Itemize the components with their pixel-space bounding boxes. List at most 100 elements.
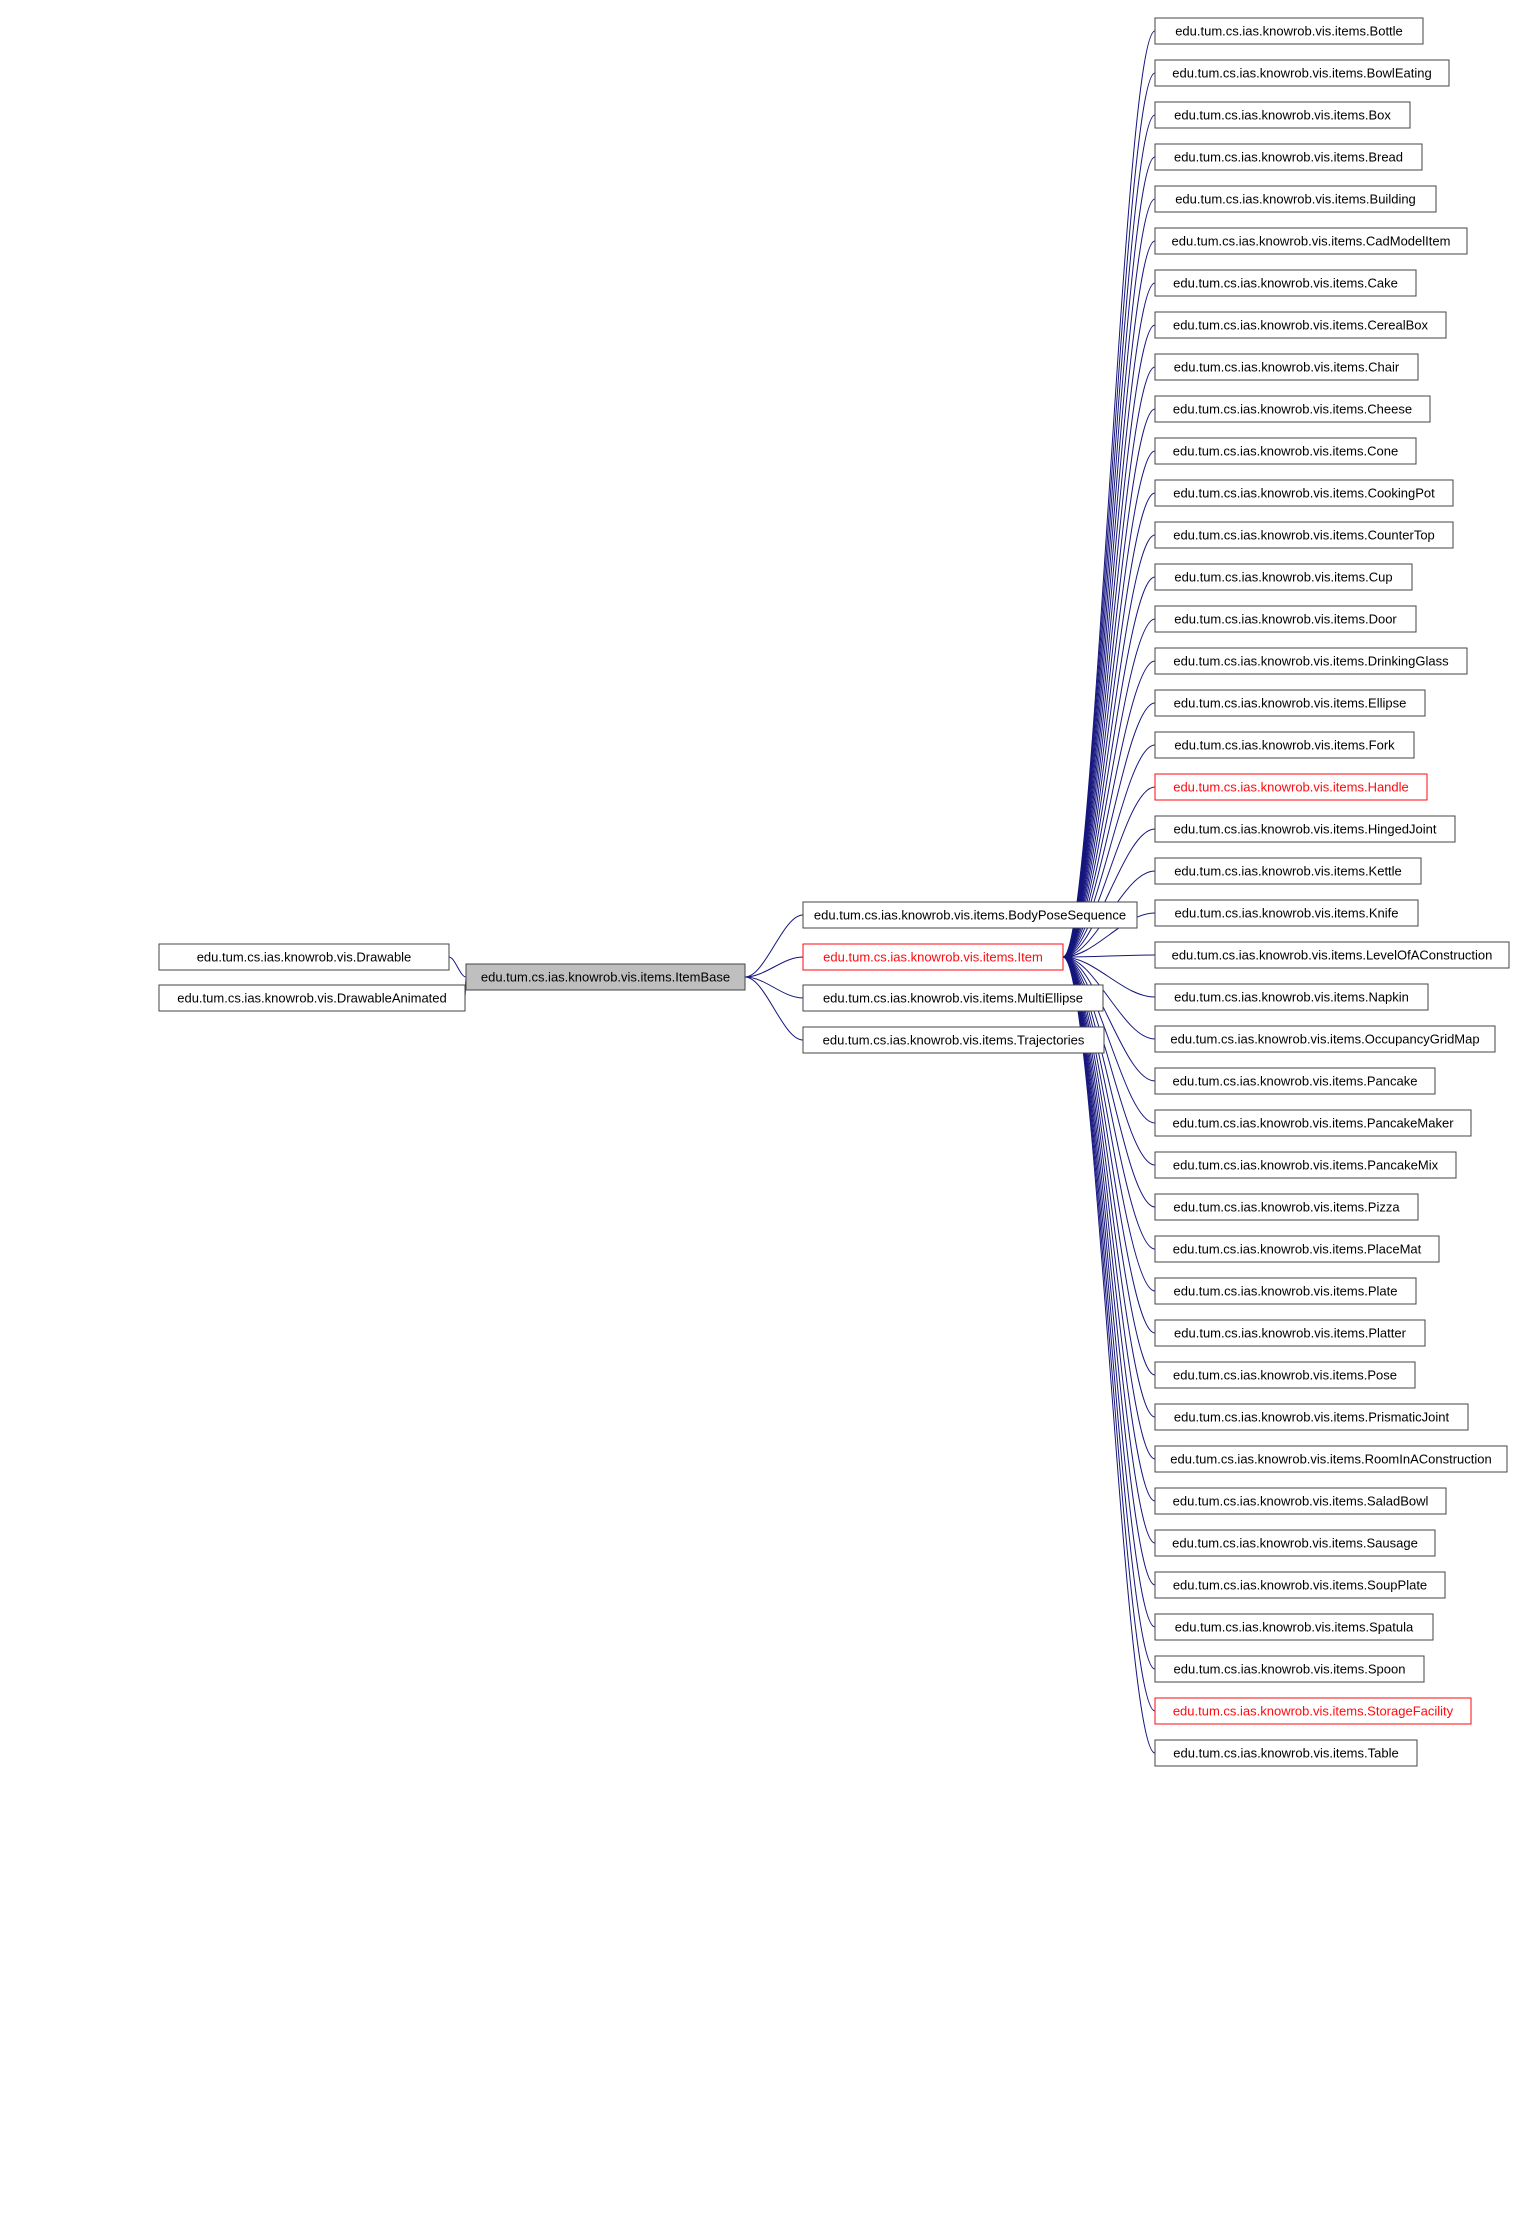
class-node[interactable]: edu.tum.cs.ias.knowrob.vis.items.Storage… (1155, 1698, 1471, 1724)
class-node[interactable]: edu.tum.cs.ias.knowrob.vis.items.MultiEl… (803, 985, 1103, 1011)
class-node[interactable]: edu.tum.cs.ias.knowrob.vis.items.Cup (1155, 564, 1412, 590)
class-node[interactable]: edu.tum.cs.ias.knowrob.vis.items.Kettle (1155, 858, 1421, 884)
class-node-label: edu.tum.cs.ias.knowrob.vis.items.Bread (1174, 149, 1403, 164)
class-node[interactable]: edu.tum.cs.ias.knowrob.vis.items.ItemBas… (466, 964, 745, 990)
class-node-label: edu.tum.cs.ias.knowrob.vis.items.Pancake (1173, 1073, 1418, 1088)
class-node[interactable]: edu.tum.cs.ias.knowrob.vis.Drawable (159, 944, 449, 970)
class-node-label: edu.tum.cs.ias.knowrob.vis.items.Buildin… (1175, 191, 1416, 206)
class-node[interactable]: edu.tum.cs.ias.knowrob.vis.items.Cake (1155, 270, 1416, 296)
class-node[interactable]: edu.tum.cs.ias.knowrob.vis.items.Box (1155, 102, 1410, 128)
class-node-label: edu.tum.cs.ias.knowrob.vis.items.Counter… (1173, 527, 1435, 542)
class-node-label: edu.tum.cs.ias.knowrob.vis.items.CerealB… (1173, 317, 1429, 332)
class-node[interactable]: edu.tum.cs.ias.knowrob.vis.items.BodyPos… (803, 902, 1137, 928)
class-node-label: edu.tum.cs.ias.knowrob.vis.items.Plate (1174, 1283, 1398, 1298)
class-node[interactable]: edu.tum.cs.ias.knowrob.vis.items.Pancake… (1155, 1110, 1471, 1136)
class-node-label: edu.tum.cs.ias.knowrob.vis.items.Pancake… (1172, 1115, 1454, 1130)
class-node[interactable]: edu.tum.cs.ias.knowrob.vis.items.Door (1155, 606, 1416, 632)
class-node[interactable]: edu.tum.cs.ias.knowrob.vis.items.Traject… (803, 1027, 1104, 1053)
class-node[interactable]: edu.tum.cs.ias.knowrob.vis.items.Occupan… (1155, 1026, 1495, 1052)
class-node-label: edu.tum.cs.ias.knowrob.vis.items.SaladBo… (1173, 1493, 1429, 1508)
class-node-label: edu.tum.cs.ias.knowrob.vis.items.Handle (1173, 779, 1409, 794)
class-node[interactable]: edu.tum.cs.ias.knowrob.vis.items.Napkin (1155, 984, 1428, 1010)
class-node[interactable]: edu.tum.cs.ias.knowrob.vis.items.Bread (1155, 144, 1422, 170)
class-node[interactable]: edu.tum.cs.ias.knowrob.vis.items.Prismat… (1155, 1404, 1468, 1430)
inheritance-edge (1063, 283, 1155, 957)
class-node[interactable]: edu.tum.cs.ias.knowrob.vis.items.BowlEat… (1155, 60, 1449, 86)
class-node[interactable]: edu.tum.cs.ias.knowrob.vis.items.SaladBo… (1155, 1488, 1446, 1514)
class-node[interactable]: edu.tum.cs.ias.knowrob.vis.items.Cooking… (1155, 480, 1453, 506)
class-node[interactable]: edu.tum.cs.ias.knowrob.vis.items.Plate (1155, 1278, 1416, 1304)
class-node[interactable]: edu.tum.cs.ias.knowrob.vis.items.Buildin… (1155, 186, 1436, 212)
class-node-label: edu.tum.cs.ias.knowrob.vis.items.Table (1173, 1745, 1398, 1760)
inheritance-edge (1063, 957, 1155, 1627)
class-node-label: edu.tum.cs.ias.knowrob.vis.items.Pizza (1173, 1199, 1400, 1214)
class-node-label: edu.tum.cs.ias.knowrob.vis.items.MultiEl… (823, 990, 1083, 1005)
class-node[interactable]: edu.tum.cs.ias.knowrob.vis.items.Spoon (1155, 1656, 1424, 1682)
class-node[interactable]: edu.tum.cs.ias.knowrob.vis.items.Table (1155, 1740, 1417, 1766)
class-node[interactable]: edu.tum.cs.ias.knowrob.vis.items.Ellipse (1155, 690, 1425, 716)
class-node-label: edu.tum.cs.ias.knowrob.vis.items.Storage… (1173, 1703, 1454, 1718)
class-node-label: edu.tum.cs.ias.knowrob.vis.items.Sausage (1172, 1535, 1418, 1550)
class-node[interactable]: edu.tum.cs.ias.knowrob.vis.items.HingedJ… (1155, 816, 1455, 842)
class-node[interactable]: edu.tum.cs.ias.knowrob.vis.items.Handle (1155, 774, 1427, 800)
class-node[interactable]: edu.tum.cs.ias.knowrob.vis.items.SoupPla… (1155, 1572, 1445, 1598)
class-node[interactable]: edu.tum.cs.ias.knowrob.vis.items.CadMode… (1155, 228, 1467, 254)
class-node-label: edu.tum.cs.ias.knowrob.vis.items.Platter (1174, 1325, 1407, 1340)
inheritance-edge (745, 915, 803, 977)
class-node[interactable]: edu.tum.cs.ias.knowrob.vis.items.Cheese (1155, 396, 1430, 422)
class-node-label: edu.tum.cs.ias.knowrob.vis.items.PlaceMa… (1173, 1241, 1422, 1256)
class-node[interactable]: edu.tum.cs.ias.knowrob.vis.items.Knife (1155, 900, 1418, 926)
class-node-label: edu.tum.cs.ias.knowrob.vis.items.ItemBas… (481, 969, 730, 984)
class-node-label: edu.tum.cs.ias.knowrob.vis.items.Fork (1174, 737, 1395, 752)
class-node[interactable]: edu.tum.cs.ias.knowrob.vis.items.Pose (1155, 1362, 1415, 1388)
class-node[interactable]: edu.tum.cs.ias.knowrob.vis.items.Spatula (1155, 1614, 1433, 1640)
class-node-label: edu.tum.cs.ias.knowrob.vis.items.Cooking… (1173, 485, 1435, 500)
inheritance-diagram: edu.tum.cs.ias.knowrob.vis.Drawable edu.t… (0, 0, 1515, 2227)
class-node[interactable]: edu.tum.cs.ias.knowrob.vis.items.LevelOf… (1155, 942, 1509, 968)
inheritance-edge (449, 957, 466, 977)
class-node-label: edu.tum.cs.ias.knowrob.vis.items.Chair (1174, 359, 1400, 374)
class-node-label: edu.tum.cs.ias.knowrob.vis.items.Traject… (823, 1032, 1085, 1047)
class-node-label: edu.tum.cs.ias.knowrob.vis.Drawable (197, 949, 412, 964)
class-node[interactable]: edu.tum.cs.ias.knowrob.vis.items.Counter… (1155, 522, 1453, 548)
class-node-label: edu.tum.cs.ias.knowrob.vis.items.CadMode… (1172, 233, 1451, 248)
class-node-label: edu.tum.cs.ias.knowrob.vis.items.Knife (1175, 905, 1399, 920)
inheritance-edge (1063, 957, 1155, 1753)
inheritance-edge (1063, 957, 1155, 1333)
class-node-label: edu.tum.cs.ias.knowrob.vis.items.RoomInA… (1170, 1451, 1492, 1466)
class-node-label: edu.tum.cs.ias.knowrob.vis.items.Cheese (1173, 401, 1412, 416)
class-node[interactable]: edu.tum.cs.ias.knowrob.vis.items.Pancake… (1155, 1152, 1456, 1178)
class-node[interactable]: edu.tum.cs.ias.knowrob.vis.items.Bottle (1155, 18, 1423, 44)
class-node[interactable]: edu.tum.cs.ias.knowrob.vis.items.Cone (1155, 438, 1416, 464)
class-node[interactable]: edu.tum.cs.ias.knowrob.vis.DrawableAnima… (159, 985, 465, 1011)
class-node-label: edu.tum.cs.ias.knowrob.vis.items.LevelOf… (1172, 947, 1493, 962)
class-node[interactable]: edu.tum.cs.ias.knowrob.vis.items.Drinkin… (1155, 648, 1467, 674)
class-node[interactable]: edu.tum.cs.ias.knowrob.vis.items.Fork (1155, 732, 1414, 758)
class-node-label: edu.tum.cs.ias.knowrob.vis.items.Occupan… (1170, 1031, 1479, 1046)
class-node-label: edu.tum.cs.ias.knowrob.vis.items.Spatula (1175, 1619, 1414, 1634)
class-node[interactable]: edu.tum.cs.ias.knowrob.vis.items.Pancake (1155, 1068, 1435, 1094)
class-node-label: edu.tum.cs.ias.knowrob.vis.items.Cake (1173, 275, 1398, 290)
class-node[interactable]: edu.tum.cs.ias.knowrob.vis.items.CerealB… (1155, 312, 1446, 338)
class-node-label: edu.tum.cs.ias.knowrob.vis.items.Kettle (1174, 863, 1402, 878)
inheritance-edge (1063, 955, 1155, 957)
class-node[interactable]: edu.tum.cs.ias.knowrob.vis.items.Chair (1155, 354, 1418, 380)
class-node-label: edu.tum.cs.ias.knowrob.vis.items.BowlEat… (1172, 65, 1431, 80)
class-node[interactable]: edu.tum.cs.ias.knowrob.vis.items.Platter (1155, 1320, 1425, 1346)
class-node-label: edu.tum.cs.ias.knowrob.vis.items.BodyPos… (814, 907, 1126, 922)
class-node-label: edu.tum.cs.ias.knowrob.vis.items.HingedJ… (1173, 821, 1436, 836)
class-node[interactable]: edu.tum.cs.ias.knowrob.vis.items.Sausage (1155, 1530, 1435, 1556)
inheritance-edge (1063, 367, 1155, 957)
inheritance-edge (1063, 957, 1155, 1669)
class-node[interactable]: edu.tum.cs.ias.knowrob.vis.items.Item (803, 944, 1063, 970)
class-node-label: edu.tum.cs.ias.knowrob.vis.items.Box (1174, 107, 1391, 122)
class-node[interactable]: edu.tum.cs.ias.knowrob.vis.items.RoomInA… (1155, 1446, 1507, 1472)
class-node-label: edu.tum.cs.ias.knowrob.vis.items.Prismat… (1174, 1409, 1450, 1424)
class-node-label: edu.tum.cs.ias.knowrob.vis.items.Drinkin… (1173, 653, 1449, 668)
inheritance-edge (745, 977, 803, 1040)
class-node[interactable]: edu.tum.cs.ias.knowrob.vis.items.PlaceMa… (1155, 1236, 1439, 1262)
class-node-label: edu.tum.cs.ias.knowrob.vis.items.Bottle (1175, 23, 1403, 38)
inheritance-edge (1063, 957, 1155, 1417)
class-node-label: edu.tum.cs.ias.knowrob.vis.items.Cup (1174, 569, 1392, 584)
class-node[interactable]: edu.tum.cs.ias.knowrob.vis.items.Pizza (1155, 1194, 1418, 1220)
